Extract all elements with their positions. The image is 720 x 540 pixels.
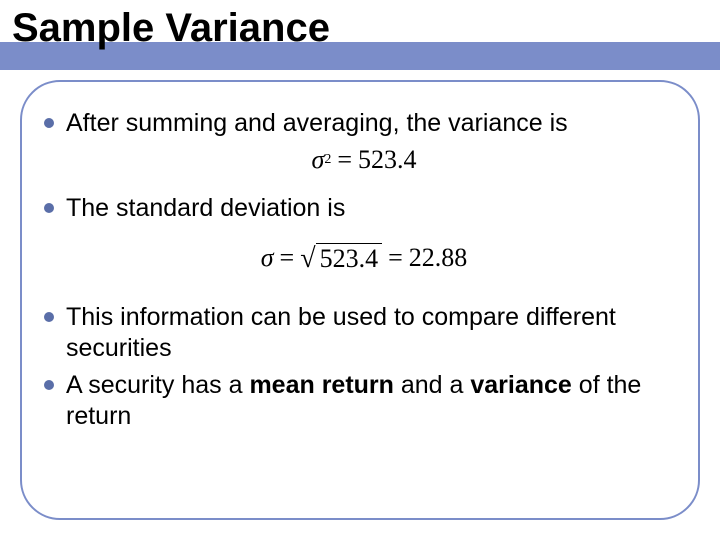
sigma-symbol: σ bbox=[261, 243, 274, 273]
exponent: 2 bbox=[324, 152, 331, 168]
bullet-icon bbox=[44, 118, 54, 128]
equals-sign: = bbox=[274, 243, 301, 273]
bullet-text: After summing and averaging, the varianc… bbox=[66, 108, 568, 139]
variance-value: 523.4 bbox=[358, 145, 417, 175]
sqrt-icon: √ 523.4 bbox=[300, 243, 382, 274]
variance-formula: σ2 = 523.4 bbox=[44, 145, 684, 175]
list-item: This information can be used to compare … bbox=[44, 302, 684, 365]
bullet-list: After summing and averaging, the varianc… bbox=[44, 108, 684, 439]
equals-sign: = bbox=[382, 243, 409, 273]
bullet-icon bbox=[44, 312, 54, 322]
list-item: After summing and averaging, the varianc… bbox=[44, 108, 684, 139]
slide-title: Sample Variance bbox=[12, 6, 330, 51]
bullet-text: The standard deviation is bbox=[66, 193, 345, 224]
bullet-icon bbox=[44, 203, 54, 213]
bold-term: variance bbox=[470, 371, 571, 399]
bold-term: mean return bbox=[249, 371, 393, 399]
bullet-icon bbox=[44, 380, 54, 390]
sigma-symbol: σ bbox=[312, 145, 325, 175]
list-item: The standard deviation is bbox=[44, 193, 684, 224]
radicand: 523.4 bbox=[316, 243, 383, 274]
bullet-text: This information can be used to compare … bbox=[66, 302, 684, 365]
list-item: A security has a mean return and a varia… bbox=[44, 370, 684, 433]
stdev-formula: σ = √ 523.4 = 22.88 bbox=[44, 243, 684, 274]
equals-sign: = bbox=[331, 145, 358, 175]
stdev-value: 22.88 bbox=[409, 243, 468, 273]
bullet-text: A security has a mean return and a varia… bbox=[66, 370, 684, 433]
